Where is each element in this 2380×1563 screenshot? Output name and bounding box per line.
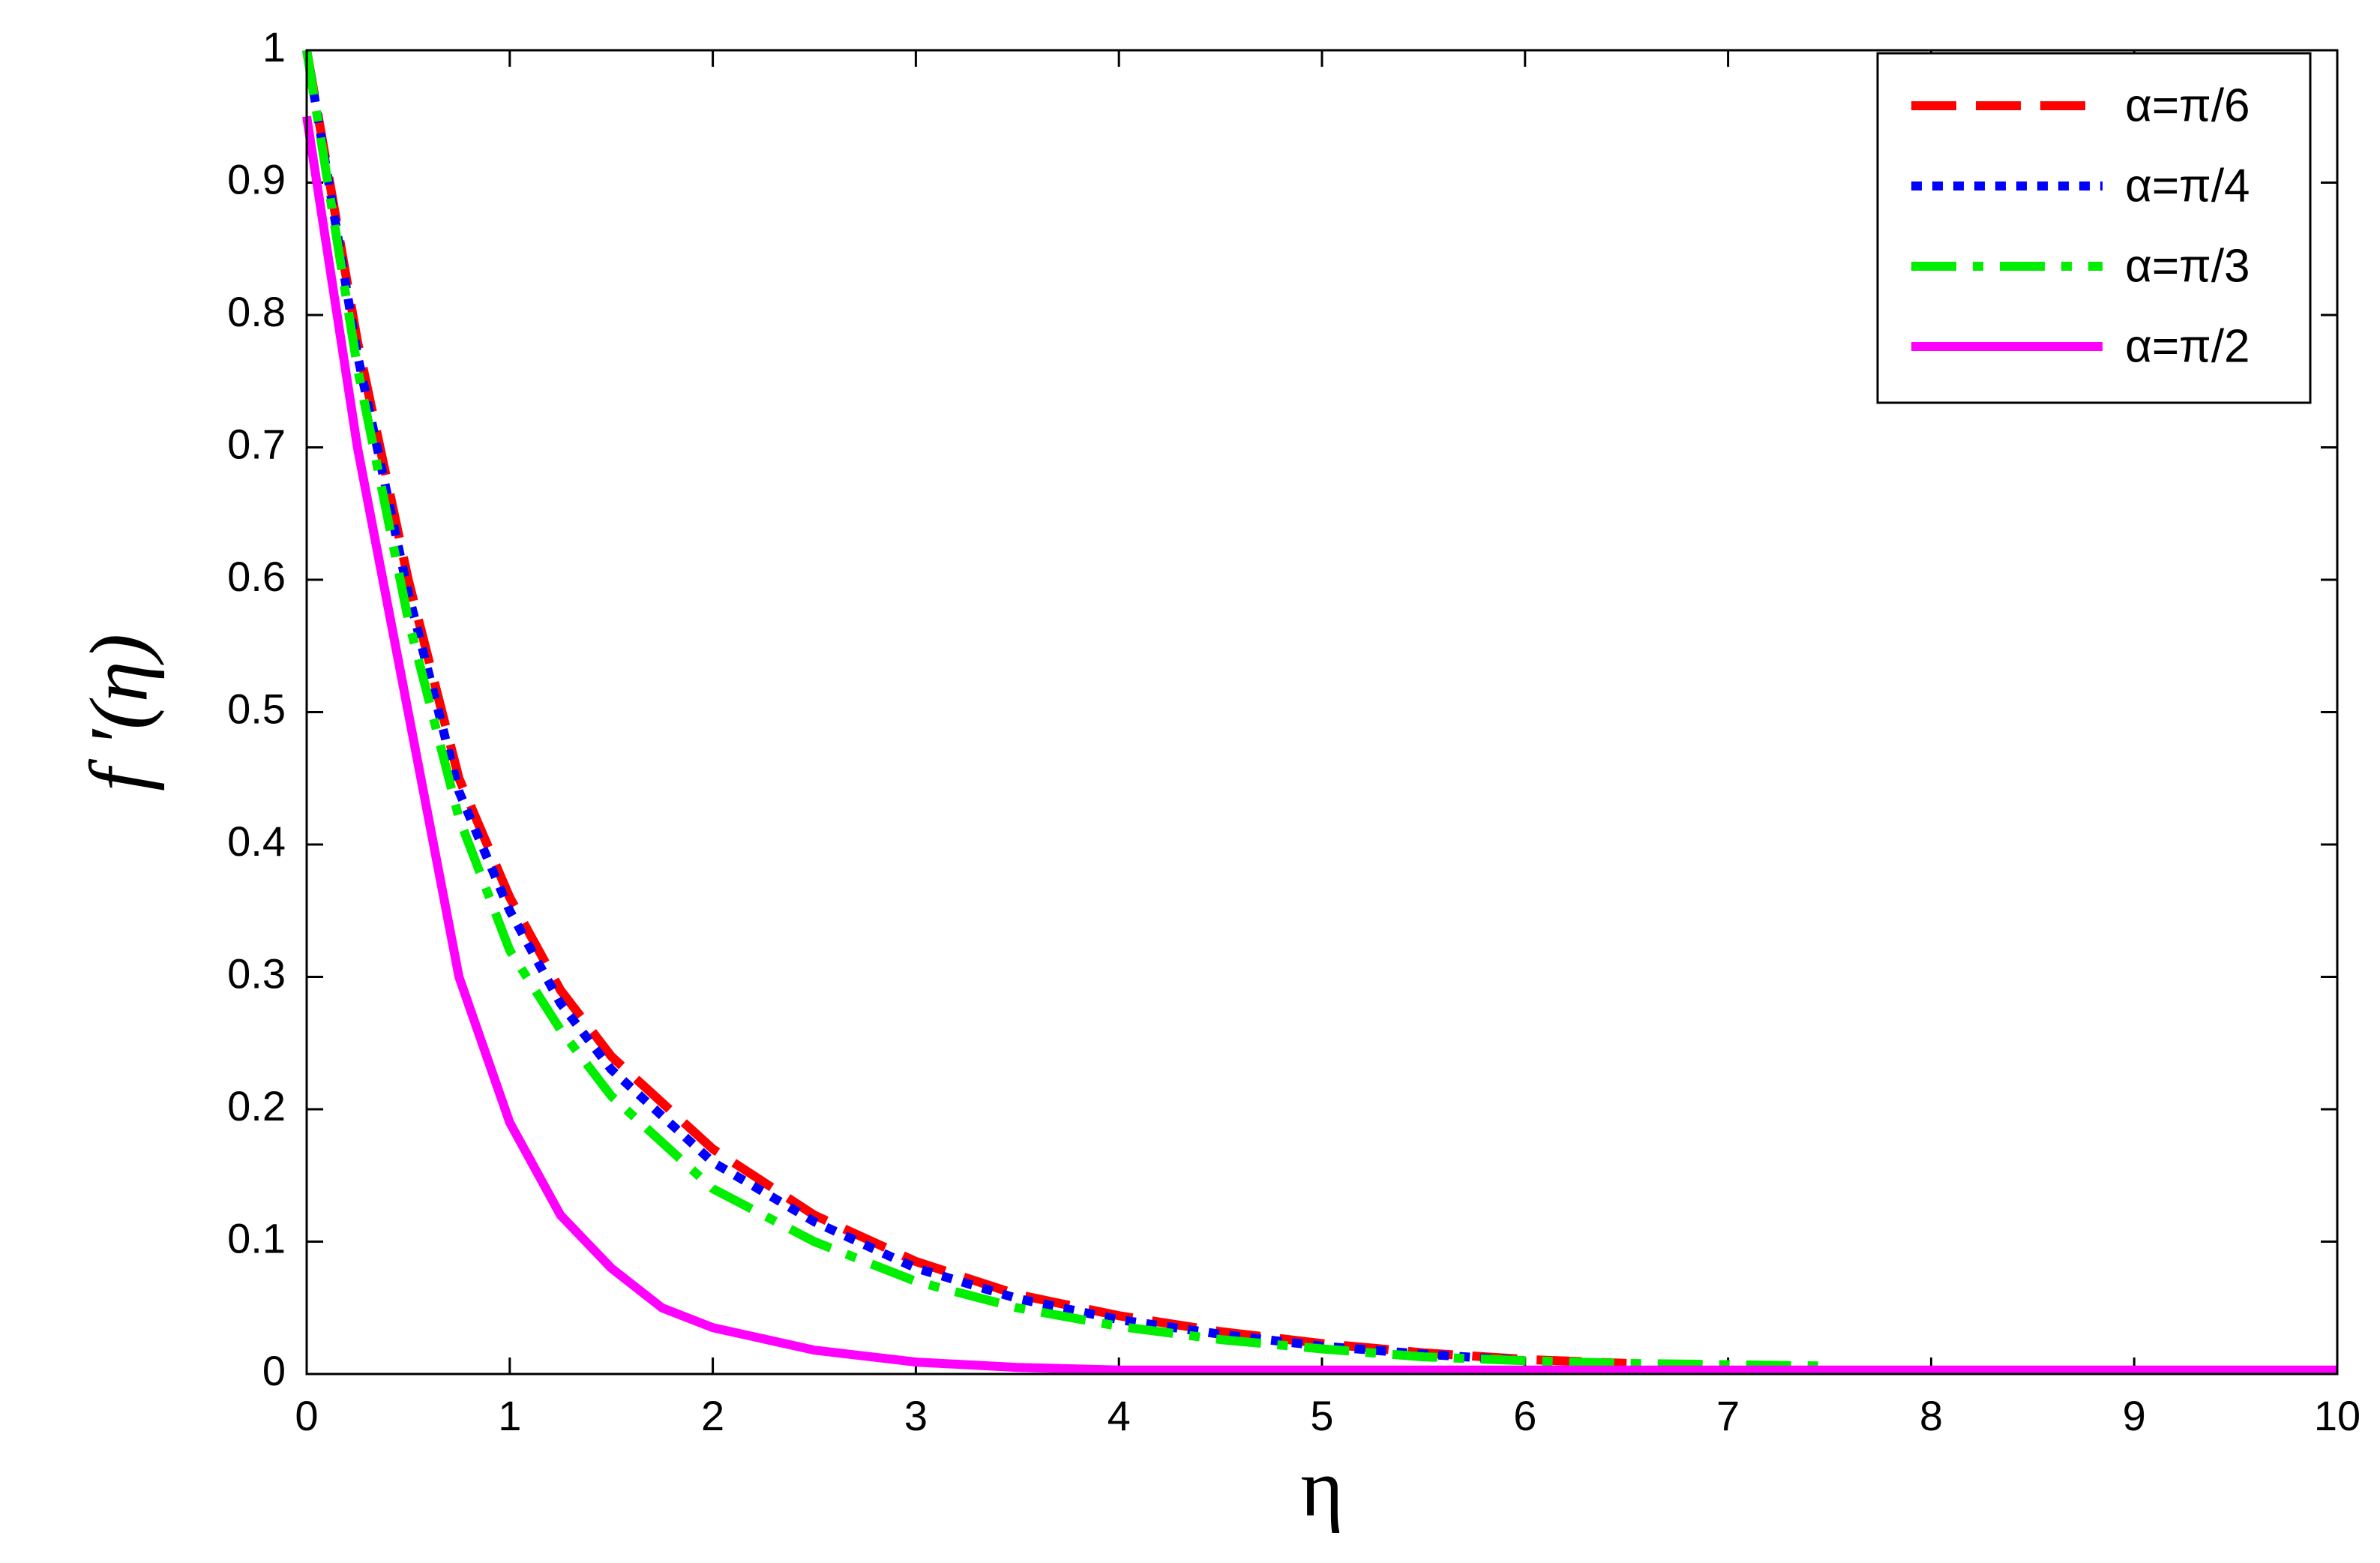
x-tick-label: 8	[1920, 1392, 1943, 1439]
y-tick-label: 0.9	[227, 155, 286, 202]
x-tick-label: 6	[1513, 1392, 1536, 1439]
x-tick-label: 3	[904, 1392, 928, 1439]
legend-label: α=π/2	[2125, 320, 2250, 372]
legend-label: α=π/6	[2125, 80, 2250, 131]
series-line	[302, 50, 1526, 1366]
series-line	[302, 116, 2337, 1375]
y-tick-label: 0.8	[227, 288, 286, 335]
y-tick-label: 1	[262, 23, 286, 70]
legend-label: α=π/3	[2125, 240, 2250, 292]
x-tick-label: 7	[1716, 1392, 1740, 1439]
series-line	[302, 49, 1627, 1368]
y-tick-label: 0.7	[227, 420, 286, 467]
x-tick-label: 5	[1310, 1392, 1333, 1439]
y-tick-label: 0	[262, 1347, 286, 1394]
x-tick-label: 1	[498, 1392, 521, 1439]
y-tick-label: 0.2	[227, 1082, 286, 1130]
y-tick-label: 0.3	[227, 950, 286, 997]
y-tick-label: 0.6	[227, 553, 286, 600]
x-tick-label: 4	[1108, 1392, 1131, 1439]
y-tick-label: 0.5	[227, 685, 286, 732]
x-tick-label: 10	[2314, 1392, 2361, 1439]
x-tick-label: 0	[295, 1392, 318, 1439]
series-line	[302, 50, 1830, 1371]
x-axis-label: η	[1300, 1442, 1344, 1533]
legend-label: α=π/4	[2125, 160, 2250, 212]
y-tick-label: 0.4	[227, 818, 286, 865]
plot-frame	[305, 49, 2339, 1376]
y-tick-label: 0.1	[227, 1214, 286, 1262]
x-tick-label: 9	[2123, 1392, 2146, 1439]
x-tick-label: 2	[701, 1392, 724, 1439]
y-axis-label: f ′(η)	[73, 634, 164, 791]
